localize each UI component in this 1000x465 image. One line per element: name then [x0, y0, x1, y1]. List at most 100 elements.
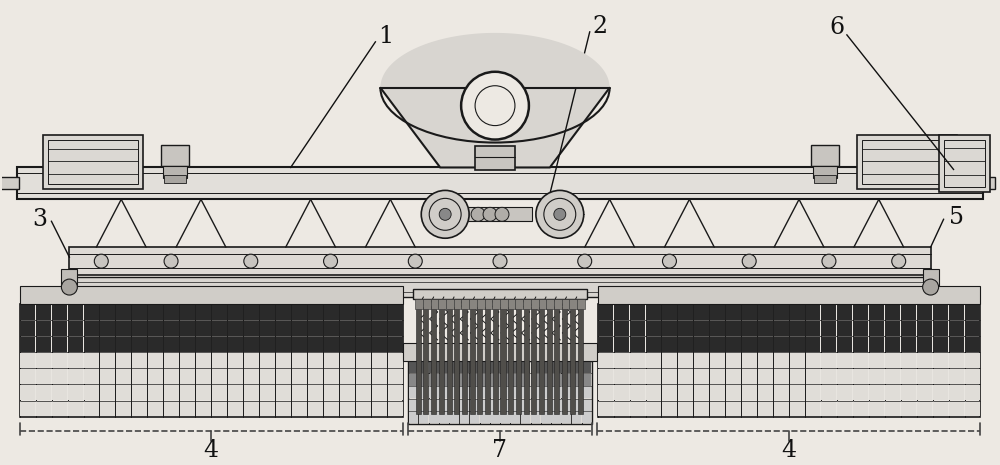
- Bar: [710, 401, 725, 416]
- Bar: [460, 361, 469, 373]
- Bar: [164, 305, 179, 319]
- Bar: [470, 412, 479, 423]
- Bar: [180, 353, 195, 368]
- Bar: [419, 374, 428, 385]
- Circle shape: [578, 254, 592, 268]
- Bar: [521, 386, 530, 398]
- Circle shape: [822, 254, 836, 268]
- Bar: [630, 401, 645, 416]
- Bar: [470, 361, 479, 373]
- Bar: [468, 207, 532, 221]
- Bar: [917, 369, 932, 384]
- Bar: [694, 401, 709, 416]
- Bar: [403, 343, 597, 361]
- Bar: [853, 337, 868, 352]
- Bar: [100, 320, 115, 336]
- Bar: [84, 353, 99, 368]
- Circle shape: [536, 190, 584, 238]
- Bar: [132, 353, 147, 368]
- Bar: [790, 385, 805, 400]
- Bar: [758, 353, 773, 368]
- Bar: [416, 307, 421, 414]
- Bar: [630, 320, 645, 336]
- Bar: [212, 401, 227, 416]
- Bar: [196, 385, 211, 400]
- Bar: [180, 305, 195, 319]
- Bar: [449, 399, 459, 411]
- Bar: [853, 385, 868, 400]
- Bar: [180, 369, 195, 384]
- Bar: [614, 337, 629, 352]
- Bar: [308, 385, 323, 400]
- Bar: [356, 369, 371, 384]
- Bar: [869, 305, 884, 319]
- Bar: [853, 401, 868, 416]
- Bar: [228, 385, 243, 400]
- Bar: [646, 305, 661, 319]
- Bar: [662, 353, 677, 368]
- Bar: [500, 374, 510, 385]
- Bar: [821, 320, 836, 336]
- Bar: [244, 320, 259, 336]
- Bar: [500, 307, 506, 414]
- Bar: [276, 305, 291, 319]
- Bar: [308, 337, 323, 352]
- Bar: [36, 369, 51, 384]
- Bar: [212, 369, 227, 384]
- Bar: [490, 399, 500, 411]
- Text: 3: 3: [32, 208, 47, 231]
- Bar: [885, 337, 900, 352]
- Bar: [20, 320, 35, 336]
- Bar: [710, 337, 725, 352]
- Bar: [148, 337, 163, 352]
- Bar: [510, 412, 520, 423]
- Bar: [52, 369, 67, 384]
- Bar: [244, 305, 259, 319]
- Bar: [774, 369, 789, 384]
- Bar: [454, 307, 459, 414]
- Bar: [148, 401, 163, 416]
- Bar: [292, 401, 307, 416]
- Bar: [372, 385, 387, 400]
- Bar: [36, 305, 51, 319]
- Bar: [100, 369, 115, 384]
- Bar: [356, 401, 371, 416]
- Bar: [429, 361, 439, 373]
- Bar: [17, 167, 983, 199]
- Bar: [480, 374, 490, 385]
- Bar: [324, 385, 339, 400]
- Text: 1: 1: [378, 26, 393, 48]
- Bar: [84, 369, 99, 384]
- Bar: [148, 385, 163, 400]
- Circle shape: [94, 254, 108, 268]
- Bar: [196, 401, 211, 416]
- Bar: [774, 401, 789, 416]
- Bar: [409, 361, 418, 373]
- Circle shape: [554, 208, 566, 220]
- Bar: [758, 320, 773, 336]
- Bar: [965, 353, 980, 368]
- Bar: [372, 401, 387, 416]
- Bar: [758, 385, 773, 400]
- Bar: [419, 399, 428, 411]
- Bar: [212, 353, 227, 368]
- Bar: [694, 305, 709, 319]
- Circle shape: [244, 254, 258, 268]
- Bar: [598, 337, 613, 352]
- Bar: [36, 401, 51, 416]
- Bar: [814, 175, 836, 183]
- Bar: [561, 412, 571, 423]
- Bar: [449, 361, 459, 373]
- Bar: [116, 337, 131, 352]
- Bar: [949, 353, 964, 368]
- Bar: [726, 385, 741, 400]
- Bar: [388, 305, 403, 319]
- Bar: [324, 401, 339, 416]
- Bar: [678, 337, 693, 352]
- Bar: [490, 361, 500, 373]
- Bar: [69, 277, 931, 297]
- Bar: [228, 305, 243, 319]
- Bar: [790, 305, 805, 319]
- Bar: [260, 353, 275, 368]
- Bar: [100, 305, 115, 319]
